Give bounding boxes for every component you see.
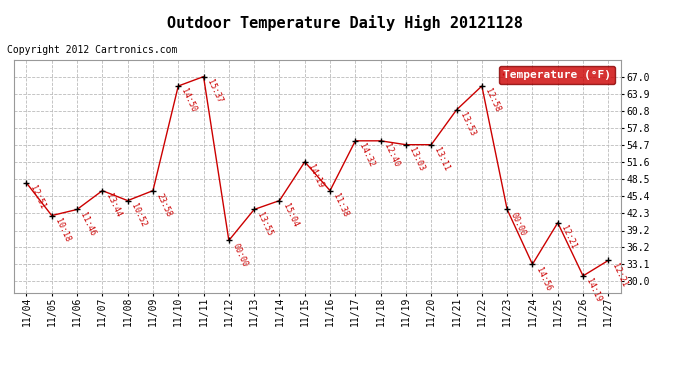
Text: 14:32: 14:32 xyxy=(357,142,375,169)
Text: 15:04: 15:04 xyxy=(281,202,299,228)
Text: 13:44: 13:44 xyxy=(104,192,122,219)
Text: 15:37: 15:37 xyxy=(205,78,224,105)
Text: 10:18: 10:18 xyxy=(53,217,72,243)
Text: 12:51: 12:51 xyxy=(28,184,46,211)
Text: 13:55: 13:55 xyxy=(255,211,274,237)
Text: 12:21: 12:21 xyxy=(610,262,629,288)
Text: Copyright 2012 Cartronics.com: Copyright 2012 Cartronics.com xyxy=(7,45,177,55)
Text: Outdoor Temperature Daily High 20121128: Outdoor Temperature Daily High 20121128 xyxy=(167,15,523,31)
Text: 14:19: 14:19 xyxy=(306,163,325,190)
Text: 10:52: 10:52 xyxy=(129,202,148,228)
Text: 14:50: 14:50 xyxy=(179,87,198,114)
Text: 11:46: 11:46 xyxy=(79,211,97,237)
Text: 14:19: 14:19 xyxy=(584,277,603,304)
Text: 13:11: 13:11 xyxy=(433,146,451,172)
Text: 12:21: 12:21 xyxy=(559,224,578,251)
Text: 13:03: 13:03 xyxy=(407,146,426,172)
Text: 00:00: 00:00 xyxy=(230,242,249,268)
Text: 23:58: 23:58 xyxy=(155,192,173,219)
Text: 12:40: 12:40 xyxy=(382,142,401,169)
Text: 11:38: 11:38 xyxy=(331,192,350,219)
Text: 14:56: 14:56 xyxy=(534,266,553,292)
Text: 13:53: 13:53 xyxy=(458,111,477,138)
Legend: Temperature (°F): Temperature (°F) xyxy=(499,66,615,84)
Text: 12:58: 12:58 xyxy=(483,87,502,114)
Text: 00:00: 00:00 xyxy=(509,211,527,237)
